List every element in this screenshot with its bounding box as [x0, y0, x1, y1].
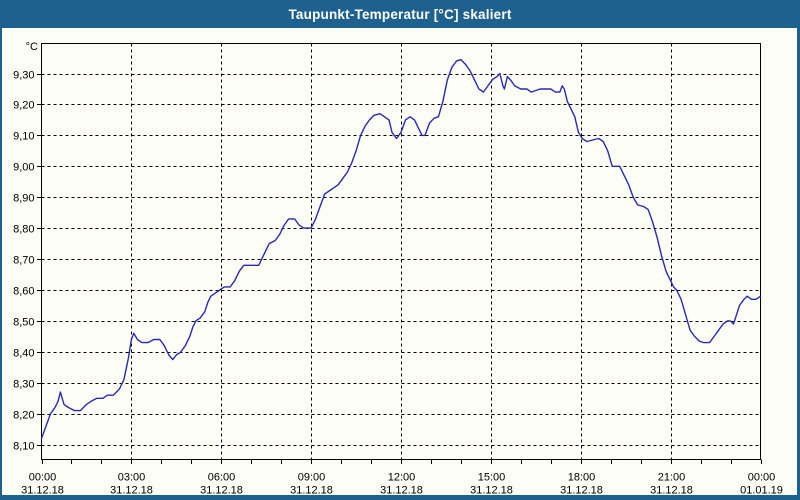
- axis-ticks: [37, 74, 762, 464]
- y-tick-label: 9,20: [13, 100, 34, 112]
- y-tick-label: 9,10: [13, 131, 34, 143]
- y-tick-label: 8,40: [13, 348, 34, 360]
- y-tick-label: 8,90: [13, 193, 34, 205]
- window-titlebar[interactable]: Taupunkt-Temperatur [°C] skaliert: [0, 0, 800, 28]
- y-tick-label: 8,20: [13, 410, 34, 422]
- y-tick-label: 8,10: [13, 441, 34, 453]
- y-tick-label: 9,30: [13, 70, 34, 82]
- x-tick-time: 21:00: [658, 472, 686, 484]
- x-tick-date: 31.12.18: [290, 485, 333, 497]
- x-tick-date: 01.01.19: [740, 485, 783, 497]
- y-tick-label: 8,30: [13, 379, 34, 391]
- x-tick-time: 00:00: [748, 472, 776, 484]
- chart-background: [2, 28, 797, 495]
- y-tick-label: 8,60: [13, 286, 34, 298]
- x-tick-date: 31.12.18: [110, 485, 153, 497]
- x-tick-date: 31.12.18: [21, 485, 64, 497]
- y-tick-label: 8,50: [13, 317, 34, 329]
- x-tick-date: 31.12.18: [650, 485, 693, 497]
- x-tick-time: 09:00: [298, 472, 326, 484]
- x-tick-time: 12:00: [388, 472, 416, 484]
- x-gridlines: [131, 43, 672, 460]
- x-tick-date: 31.12.18: [560, 485, 603, 497]
- series-group: [40, 58, 762, 440]
- x-tick-date: 31.12.18: [380, 485, 423, 497]
- x-tick-time: 00:00: [29, 472, 57, 484]
- y-tick-label: 9,00: [13, 162, 34, 174]
- series-polyline: [40, 58, 762, 440]
- x-tick-date: 31.12.18: [470, 485, 513, 497]
- x-tick-time: 18:00: [568, 472, 596, 484]
- x-tick-time: 15:00: [478, 472, 506, 484]
- y-tick-labels: 9,30 9,20 9,10 9,00 8,90 8,80 8,70 8,60 8,50 8,40…: [13, 70, 34, 453]
- x-tick-labels: 00:0031.12.1803:0031.12.1806:0031.12.180…: [21, 472, 783, 497]
- y-axis-unit-label: °C: [26, 41, 38, 53]
- x-tick-time: 06:00: [208, 472, 236, 484]
- y-tick-label: 8,70: [13, 255, 34, 267]
- x-tick-time: 03:00: [118, 472, 146, 484]
- x-tick-date: 31.12.18: [200, 485, 243, 497]
- window-title: Taupunkt-Temperatur [°C] skaliert: [288, 6, 512, 22]
- y-tick-label: 8,80: [13, 224, 34, 236]
